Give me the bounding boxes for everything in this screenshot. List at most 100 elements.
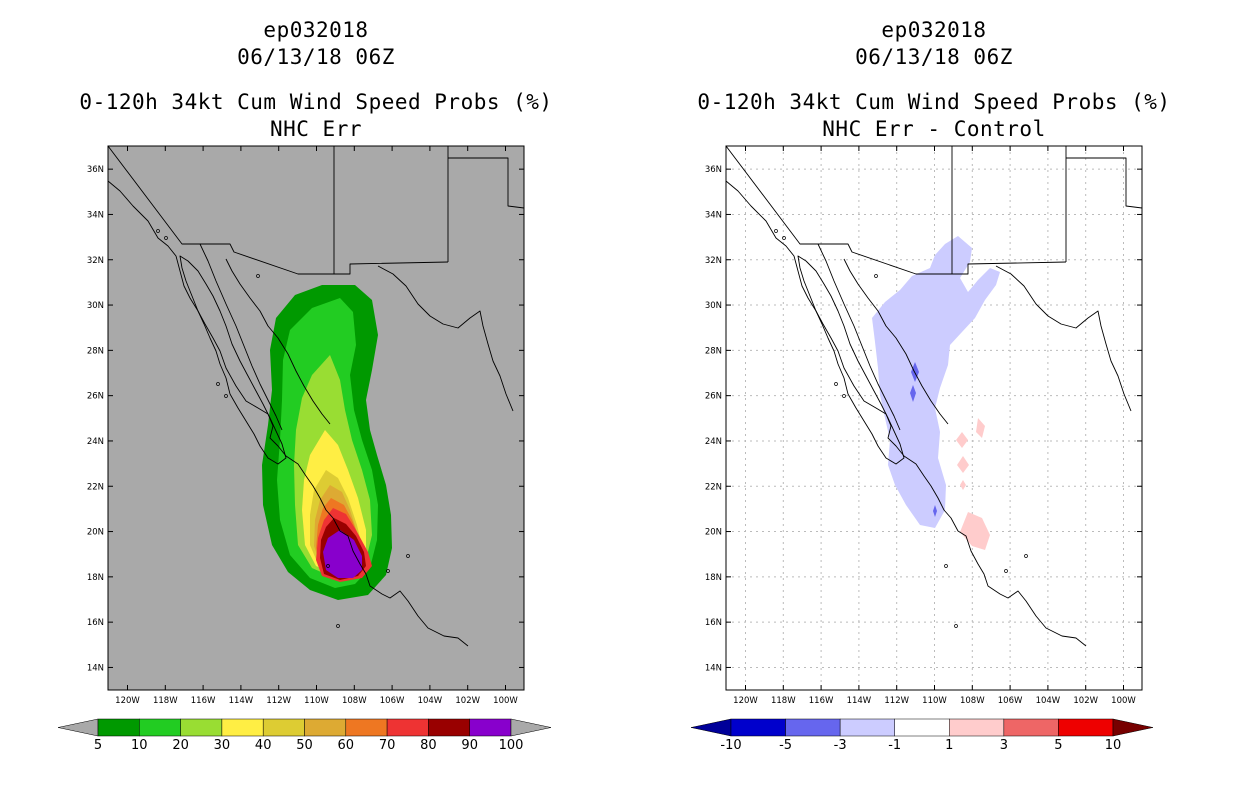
- lon-label: 108W: [960, 696, 985, 706]
- colorbar-segment: [180, 718, 223, 737]
- colorbar-segment: [730, 718, 786, 737]
- colorbar-label: -1: [888, 738, 901, 753]
- colorbar-label: 100: [499, 738, 524, 753]
- diff-contour-pos-1: [976, 418, 985, 438]
- lat-label: 34N: [705, 210, 722, 220]
- lat-label: 22N: [87, 482, 104, 492]
- colorbar-segment: [97, 718, 140, 737]
- island-outline: [834, 382, 838, 386]
- left-title-storm-id: ep032018: [263, 18, 369, 42]
- lat-label: 30N: [87, 301, 104, 311]
- coastline-mainland: [726, 180, 1087, 647]
- us-mexico-border: [726, 146, 1067, 275]
- right-map-panel: 36N 34N 32N 30N 28N 26N 24N 22N 20N 18N 16N 14N 120W…: [705, 145, 1143, 706]
- coastline-gulf-east: [843, 258, 949, 425]
- lat-label: 28N: [87, 346, 104, 356]
- diff-contour-pos-1: [957, 456, 969, 473]
- left-colorbar: 5 10 20 30 40 50 60 70 80 90 100: [57, 718, 552, 753]
- lon-label: 104W: [1036, 696, 1061, 706]
- colorbar-segment: [139, 718, 181, 737]
- colorbar-segment: [1058, 718, 1114, 737]
- colorbar-segment: [221, 718, 264, 737]
- lon-label: 102W: [1073, 696, 1098, 706]
- island-outline: [406, 554, 410, 558]
- right-colorbar: -10 -5 -3 -1 1 3 5 10: [690, 718, 1154, 753]
- left-boundaries: [108, 146, 524, 647]
- left-title-datetime: 06/13/18 06Z: [237, 45, 395, 69]
- lon-label: 112W: [266, 696, 291, 706]
- diff-contour-neg-5: [933, 505, 937, 517]
- island-outline: [256, 274, 260, 278]
- lat-label: 30N: [705, 301, 722, 311]
- colorbar-segment: [428, 718, 470, 737]
- colorbar-label: 5: [1054, 738, 1062, 753]
- island-outline: [1004, 569, 1008, 573]
- lon-label: 106W: [998, 696, 1023, 706]
- lat-label: 16N: [87, 618, 104, 628]
- lon-label: 116W: [809, 696, 834, 706]
- island-outline: [874, 274, 878, 278]
- right-title-subtitle: NHC Err - Control: [822, 117, 1046, 141]
- lon-label: 120W: [115, 696, 140, 706]
- lon-label: 116W: [191, 696, 216, 706]
- lat-label: 34N: [87, 210, 104, 220]
- lat-label: 24N: [705, 437, 722, 447]
- lat-label: 24N: [87, 437, 104, 447]
- lon-label: 110W: [304, 696, 329, 706]
- island-outline: [326, 564, 330, 568]
- coastline-gulf-of-mexico: [995, 265, 1132, 412]
- lat-label: 32N: [87, 256, 104, 266]
- lon-label: 102W: [455, 696, 480, 706]
- colorbar-label: 60: [338, 738, 355, 753]
- colorbar-label: 40: [255, 738, 272, 753]
- colorbar-under-arrow: [57, 718, 99, 737]
- diff-contour-pos-1: [956, 432, 968, 448]
- right-title-storm-id: ep032018: [881, 18, 987, 42]
- colorbar-label: -5: [779, 738, 792, 753]
- coastline-gulf-of-mexico: [377, 265, 514, 412]
- colorbar-segment: [304, 718, 347, 737]
- colorbar-label: 5: [94, 738, 102, 753]
- colorbar-segment: [839, 718, 895, 737]
- right-boundaries: [726, 146, 1142, 647]
- colorbar-label: 1: [945, 738, 953, 753]
- left-axis-ticks: 36N 34N 32N 30N 28N 26N 24N 22N 20N 18N 16N 14N 120W…: [87, 146, 524, 706]
- lat-label: 32N: [705, 256, 722, 266]
- left-probability-contours: [262, 285, 392, 600]
- lon-label: 104W: [418, 696, 443, 706]
- colorbar-label: 10: [131, 738, 148, 753]
- coastline-baja-peninsula: [797, 255, 905, 465]
- colorbar-segment: [785, 718, 841, 737]
- island-outline: [336, 624, 340, 628]
- island-outline: [782, 236, 786, 240]
- lon-label: 118W: [771, 696, 796, 706]
- island-outline: [1024, 554, 1028, 558]
- left-title-product: 0-120h 34kt Cum Wind Speed Probs (%): [79, 90, 553, 114]
- lat-label: 22N: [705, 482, 722, 492]
- diff-contour-pos-1: [960, 480, 966, 490]
- island-outline: [156, 229, 160, 233]
- lon-label: 114W: [229, 696, 254, 706]
- lon-label: 100W: [493, 696, 518, 706]
- colorbar-segment: [345, 718, 388, 737]
- right-title-product: 0-120h 34kt Cum Wind Speed Probs (%): [697, 90, 1171, 114]
- lat-label: 18N: [87, 573, 104, 583]
- colorbar-label: 50: [296, 738, 313, 753]
- lon-label: 112W: [884, 696, 909, 706]
- colorbar-label: 30: [214, 738, 231, 753]
- lon-label: 120W: [733, 696, 758, 706]
- colorbar-label: 80: [420, 738, 437, 753]
- coastline-west: [817, 243, 901, 431]
- left-title-subtitle: NHC Err: [269, 117, 362, 141]
- island-outline: [944, 564, 948, 568]
- lat-label: 26N: [87, 392, 104, 402]
- colorbar-label: 20: [172, 738, 189, 753]
- lat-label: 14N: [87, 663, 104, 673]
- lon-label: 106W: [380, 696, 405, 706]
- coastline-mainland: [108, 180, 469, 647]
- colorbar-label: 3: [1000, 738, 1008, 753]
- right-axis-ticks: 36N 34N 32N 30N 28N 26N 24N 22N 20N 18N 16N 14N 120W…: [705, 146, 1142, 706]
- lat-label: 14N: [705, 663, 722, 673]
- prob-contour-90: [323, 530, 362, 578]
